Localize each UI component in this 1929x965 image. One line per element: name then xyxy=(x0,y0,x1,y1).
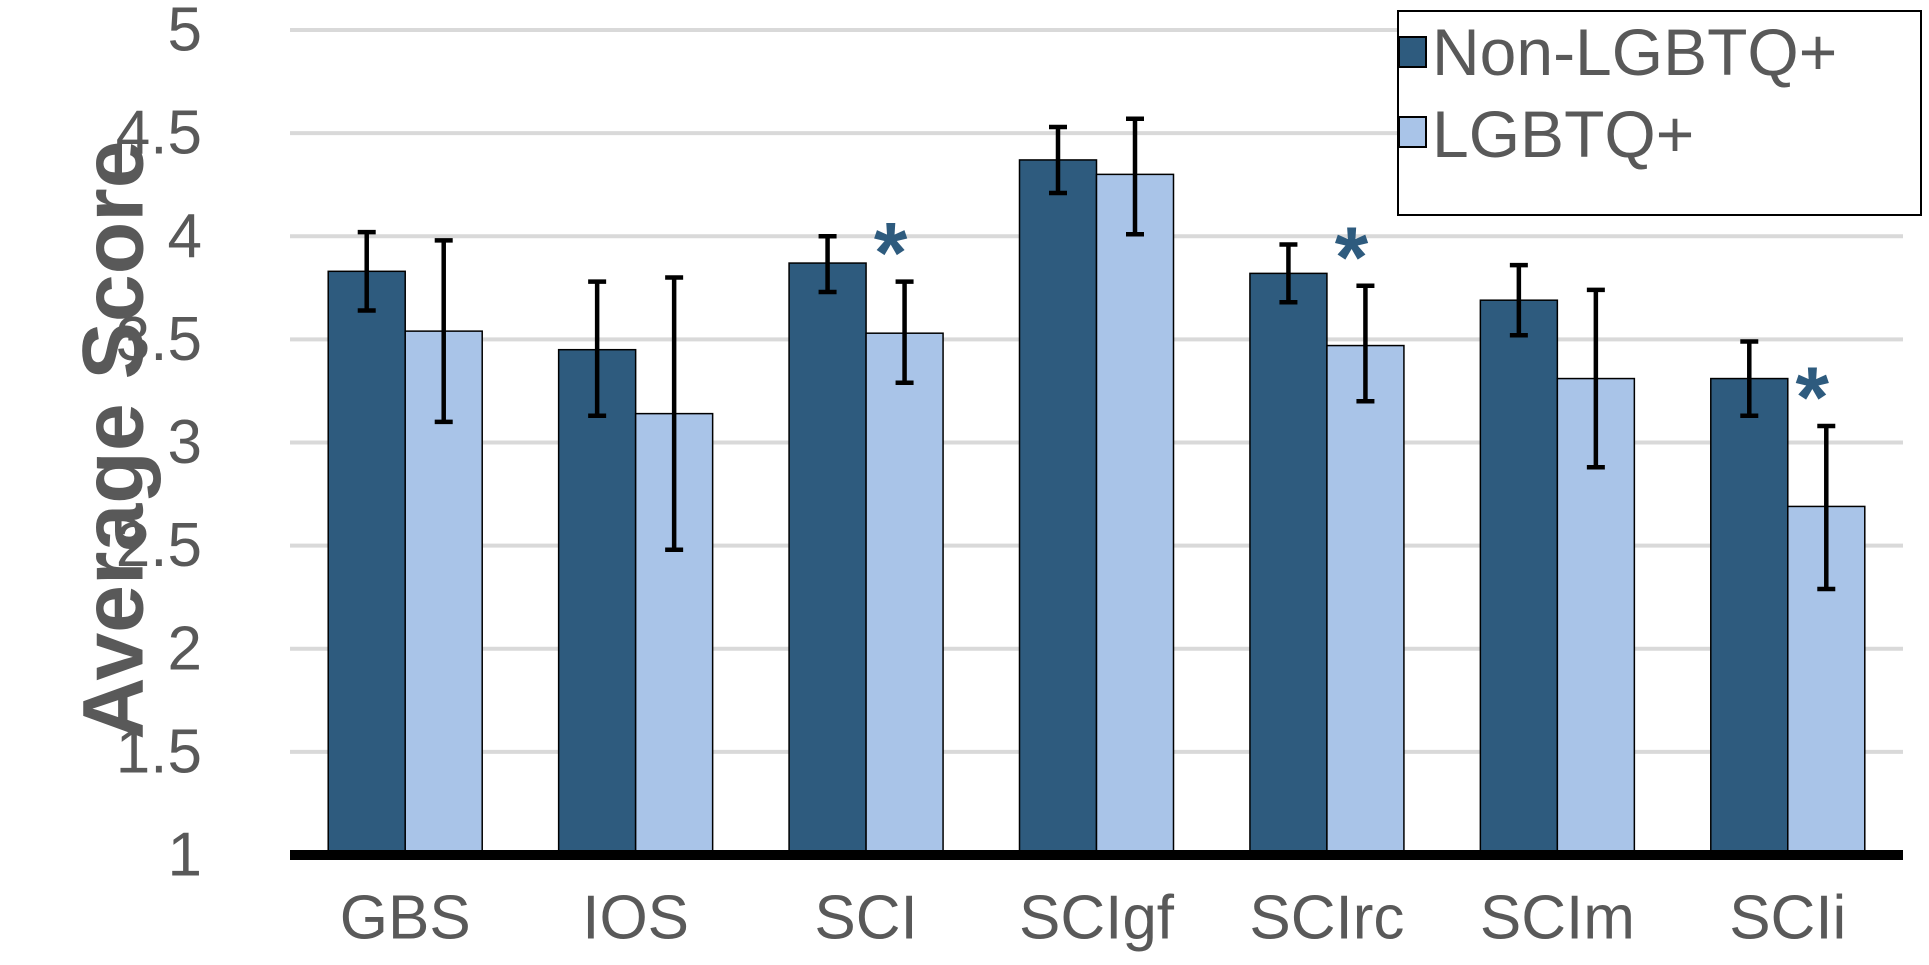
x-tick-label-scigf: SCIgf xyxy=(1019,884,1175,953)
bar-lgbtq-scigf xyxy=(1095,173,1175,856)
error-bar-lgbtq-gbs xyxy=(434,238,453,425)
y-tick-label: 2 xyxy=(168,614,202,683)
y-tick-label: 4.5 xyxy=(116,99,202,168)
bar-non-lgbtq-scim xyxy=(1479,299,1559,856)
x-tick-label-gbs: GBS xyxy=(340,884,471,953)
x-tick-label-sci: SCI xyxy=(814,884,917,953)
significance-asterisk-sci: * xyxy=(874,206,908,302)
significance-asterisk-scii: * xyxy=(1796,350,1830,446)
x-tick-label-ios: IOS xyxy=(582,884,689,953)
x-tick-label-scii: SCIi xyxy=(1729,884,1846,953)
y-tick-label: 5 xyxy=(168,0,202,65)
error-bar-non-lgbtq-ios xyxy=(588,279,607,418)
error-bar-non-lgbtq-gbs xyxy=(357,229,376,313)
x-tick-label-scirc: SCIrc xyxy=(1249,884,1404,953)
bar-non-lgbtq-scigf xyxy=(1018,159,1098,856)
y-tick-label: 2.5 xyxy=(116,511,202,580)
legend: Non-LGBTQ+ LGBTQ+ xyxy=(1397,10,1922,216)
x-tick-label-scim: SCIm xyxy=(1480,884,1635,953)
y-axis-tick-labels: 1 1.5 2 2.5 3 3.5 4 4.5 5 xyxy=(116,0,202,890)
legend-swatch-lgbtq xyxy=(1398,116,1427,148)
legend-label-non-lgbtq: Non-LGBTQ+ xyxy=(1432,15,1837,89)
legend-box xyxy=(1397,10,1922,216)
error-bar-lgbtq-ios xyxy=(665,275,684,552)
error-bar-non-lgbtq-scim xyxy=(1509,262,1528,338)
x-axis-tick-labels: GBS IOS SCI SCIgf SCIrc SCIm SCIi xyxy=(340,884,1847,953)
error-bars xyxy=(357,116,1836,592)
y-tick-label: 1.5 xyxy=(116,717,202,786)
y-axis-title: Average Score xyxy=(66,140,162,739)
error-bar-lgbtq-scigf xyxy=(1126,116,1144,237)
error-bar-lgbtq-scii xyxy=(1817,423,1836,592)
y-tick-label: 4 xyxy=(168,202,202,271)
error-bar-lgbtq-sci xyxy=(895,279,914,385)
y-tick-label: 1 xyxy=(168,821,202,890)
legend-swatch-non-lgbtq xyxy=(1398,36,1427,68)
bars xyxy=(327,159,1866,856)
error-bar-non-lgbtq-scigf xyxy=(1049,124,1067,196)
bar-non-lgbtq-scirc xyxy=(1249,272,1328,856)
error-bar-lgbtq-scim xyxy=(1586,287,1605,470)
bar-non-lgbtq-scii xyxy=(1710,377,1789,856)
bar-non-lgbtq-ios xyxy=(557,348,637,856)
error-bar-non-lgbtq-scirc xyxy=(1279,242,1298,305)
error-bar-lgbtq-scirc xyxy=(1356,283,1375,404)
legend-label-lgbtq: LGBTQ+ xyxy=(1432,97,1694,171)
bar-lgbtq-sci xyxy=(865,332,944,856)
bar-non-lgbtq-sci xyxy=(788,262,867,856)
y-tick-label: 3 xyxy=(168,408,202,477)
significance-asterisk-scirc: * xyxy=(1335,210,1369,306)
bar-lgbtq-scirc xyxy=(1326,344,1405,856)
bar-non-lgbtq-gbs xyxy=(327,270,406,856)
significance-markers: * * * xyxy=(874,206,1830,446)
error-bar-non-lgbtq-scii xyxy=(1740,339,1759,418)
error-bar-non-lgbtq-sci xyxy=(818,234,837,295)
y-tick-label: 3.5 xyxy=(116,305,202,374)
